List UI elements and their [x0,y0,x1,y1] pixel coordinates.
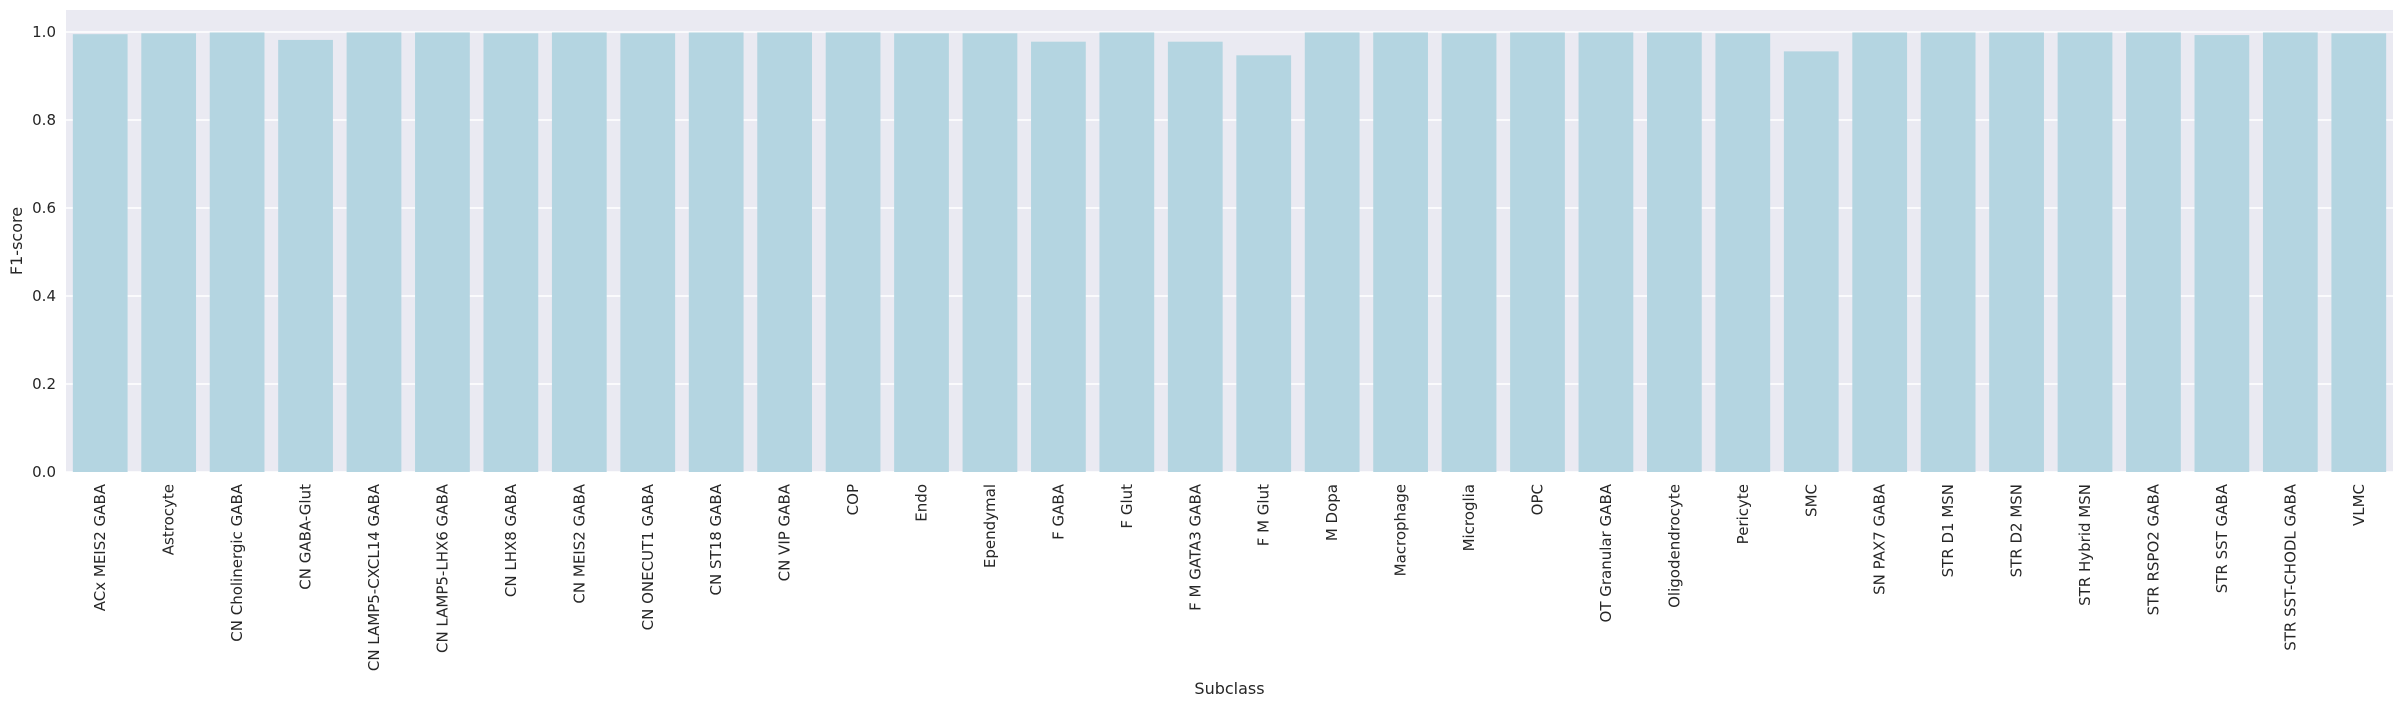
x-tick-label: F M Glut [1255,484,1273,546]
x-tick-label: STR RSPO2 GABA [2144,483,2162,615]
x-axis-label: Subclass [1194,679,1264,698]
bar [415,32,470,472]
bar [2331,33,2387,472]
x-tick-label: Endo [913,484,931,522]
x-tick-label: Pericyte [1734,484,1752,544]
bar [141,33,197,472]
x-tick-label: CN LHX8 GABA [502,483,520,597]
y-tick-label: 0.2 [32,375,56,393]
x-tick-label: CN Cholinergic GABA [228,483,246,641]
bar [2126,32,2181,472]
x-tick-label: CN ONECUT1 GABA [639,483,657,630]
bar [1167,41,1223,473]
y-tick-label: 0.6 [32,199,56,217]
x-tick-label: CN VIP GABA [776,483,794,581]
x-tick-label: CN ST18 GABA [707,483,725,595]
bar [1304,32,1360,472]
bar [72,34,128,472]
y-tick-label: 0.4 [32,287,56,305]
bar [483,33,539,472]
x-tick-label: OT Granular GABA [1597,483,1615,622]
bar [278,39,333,473]
x-tick-label: SMC [1802,484,1820,517]
y-tick-label: 1.0 [32,23,56,41]
bar [2194,35,2250,472]
x-tick-label: STR SST-CHODL GABA [2281,483,2299,651]
bar [1510,32,1565,472]
bar [1646,32,1702,472]
bar [1852,32,1908,472]
x-tick-label: ACx MEIS2 GABA [91,483,109,611]
bar [1099,32,1155,472]
bar [1441,33,1497,472]
bar [688,32,744,472]
bar [1989,32,2044,472]
x-tick-labels: ACx MEIS2 GABA Astrocyte CN Cholinergic GA… [91,483,2368,671]
bar [1373,32,1428,472]
x-tick-label: Ependymal [981,484,999,568]
x-tick-label: Astrocyte [160,484,178,555]
x-tick-label: CN MEIS2 GABA [570,483,588,603]
bar [1715,33,1771,472]
y-tick-labels: 0.0 0.2 0.4 0.6 0.8 1.0 [32,23,56,481]
x-tick-label: F GABA [1049,483,1067,540]
bar [620,33,676,472]
bar [2262,32,2318,472]
x-tick-label: VLMC [2350,484,2368,526]
x-tick-label: STR Hybrid MSN [2076,484,2094,606]
bar [1578,32,1634,472]
bar [346,32,402,472]
x-tick-label: F Glut [1118,484,1136,529]
bar [2057,32,2113,472]
x-tick-label: STR SST GABA [2213,483,2231,593]
bar [1236,55,1292,472]
bar [551,32,607,472]
x-tick-label: CN GABA-Glut [297,484,315,590]
x-tick-label: SN PAX7 GABA [1871,483,1889,595]
bar [1920,32,1976,472]
x-tick-label: CN LAMP5-CXCL14 GABA [365,483,383,671]
x-tick-label: CN LAMP5-LHX6 GABA [433,483,451,653]
y-tick-label: 0.8 [32,111,56,129]
bar [894,33,949,472]
x-tick-label: M Dopa [1323,484,1341,541]
bars [72,32,2387,473]
x-tick-label: COP [844,484,862,515]
y-tick-label: 0.0 [32,463,56,481]
x-tick-label: STR D2 MSN [2008,484,2026,577]
x-tick-label: Oligodendrocyte [1665,484,1683,608]
y-axis-label: F1-score [7,207,26,275]
bar [1031,41,1086,473]
x-tick-label: STR D1 MSN [1939,484,1957,577]
x-tick-label: OPC [1528,484,1546,515]
bar [757,32,813,472]
x-tick-label: Macrophage [1392,484,1410,576]
bar [209,32,265,472]
x-tick-label: Microglia [1460,484,1478,551]
bar [962,33,1018,472]
bar [1783,51,1839,473]
bar [825,32,881,472]
x-tick-label: F M GATA3 GABA [1186,483,1204,611]
